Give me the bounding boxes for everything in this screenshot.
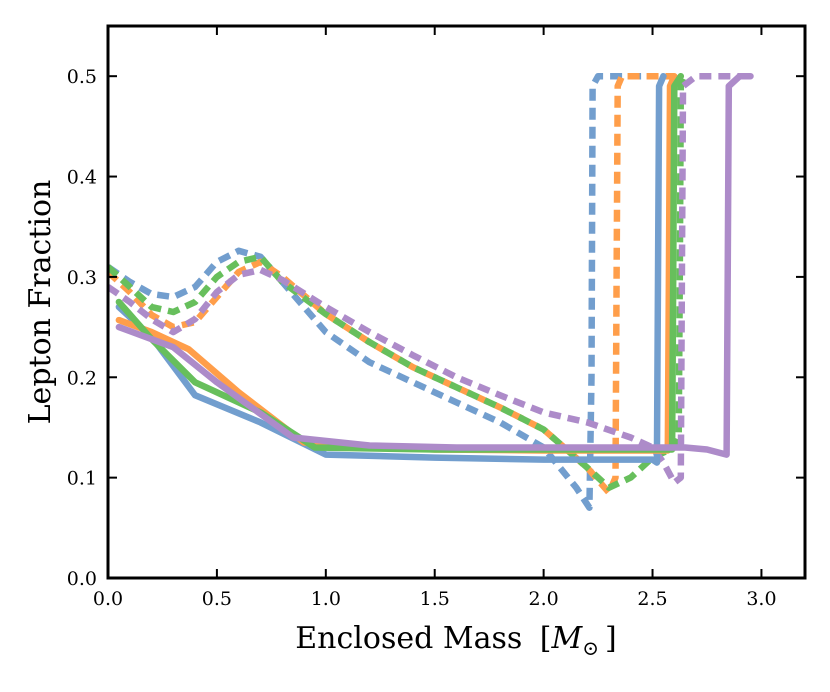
y-axis-title: Lepton Fraction [23,180,58,425]
x-tick-label: 2.0 [529,588,559,610]
x-axis-title: Enclosed Mass [M⊙] [295,621,616,660]
series-line-purple-dashed [108,72,751,486]
plot-frame [106,24,807,580]
x-axis-unit-close-bracket: ] [605,621,617,656]
tick-label-layer: 0.0 0.5 1.0 1.5 2.0 2.5 3.0 0.0 0.1 0.2 0.3 0.4 0.5 [67,66,777,610]
x-axis-unit-open-bracket: [ [540,621,552,656]
y-tick-label: 0.2 [67,367,97,389]
y-tick-label: 0.1 [67,468,97,490]
x-axis-unit-subscript: ⊙ [582,636,599,660]
x-tick-label: 0.5 [202,588,232,610]
x-axis-title-text: Enclosed Mass [295,621,522,656]
x-axis-unit-symbol: M [551,621,584,656]
y-tick-label: 0.4 [67,167,97,189]
x-tick-label: 2.5 [637,588,667,610]
x-tick-label: 0.0 [93,588,123,610]
series-layer [108,72,754,511]
y-tick-label: 0.5 [67,66,97,88]
x-tick-label: 3.0 [746,588,776,610]
series-line-purple-solid [115,72,754,458]
x-tick-label: 1.5 [420,588,450,610]
y-tick-label: 0.3 [67,267,97,289]
y-tick-label: 0.0 [67,568,97,590]
x-tick-label: 1.0 [311,588,341,610]
tick-layer [107,26,805,579]
series-line-blue-solid [115,72,667,466]
